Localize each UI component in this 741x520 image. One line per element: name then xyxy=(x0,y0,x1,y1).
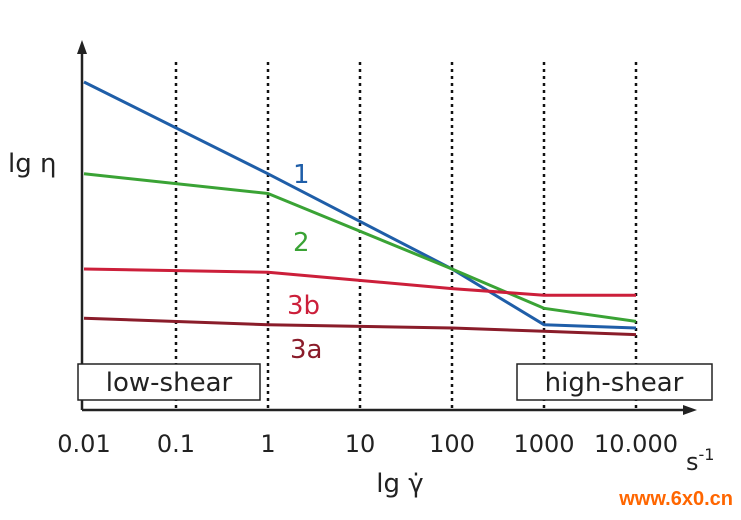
low-shear-box xyxy=(77,363,261,401)
high-shear-label: high-shear xyxy=(545,368,684,398)
curve-label-3b: 3b xyxy=(287,291,320,321)
watermark: www.6x0.cn xyxy=(618,488,733,510)
series-line-3a xyxy=(83,316,637,337)
y-axis-title: lg η xyxy=(8,149,56,179)
x-tick-label: 0.1 xyxy=(157,430,195,458)
grid-lines xyxy=(174,62,638,410)
high-shear-box xyxy=(516,363,713,401)
x-tick-label: 1 xyxy=(260,430,275,458)
x-tick-label: 1000 xyxy=(513,430,574,458)
series-line-2 xyxy=(83,172,637,323)
x-tick-label: 100 xyxy=(429,430,475,458)
curve-label-2: 2 xyxy=(293,228,310,258)
series-layer xyxy=(83,80,637,337)
x-tick-label: 10.000 xyxy=(594,430,678,458)
x-tick-label: 10 xyxy=(345,430,376,458)
curve-label-1: 1 xyxy=(293,160,310,190)
curve-label-3a: 3a xyxy=(290,335,322,365)
x-axis-title: lg γ̇ xyxy=(376,469,423,499)
series-line-3b xyxy=(83,267,636,297)
x-axis-arrow-icon xyxy=(683,405,697,415)
y-axis-arrow-icon xyxy=(77,40,87,54)
x-unit-label: s-1 xyxy=(686,445,714,476)
low-shear-label: low-shear xyxy=(106,368,233,398)
x-tick-labels: 0.01 0.1 1 10 100 1000 10.000 xyxy=(57,430,678,458)
x-tick-label: 0.01 xyxy=(57,430,110,458)
